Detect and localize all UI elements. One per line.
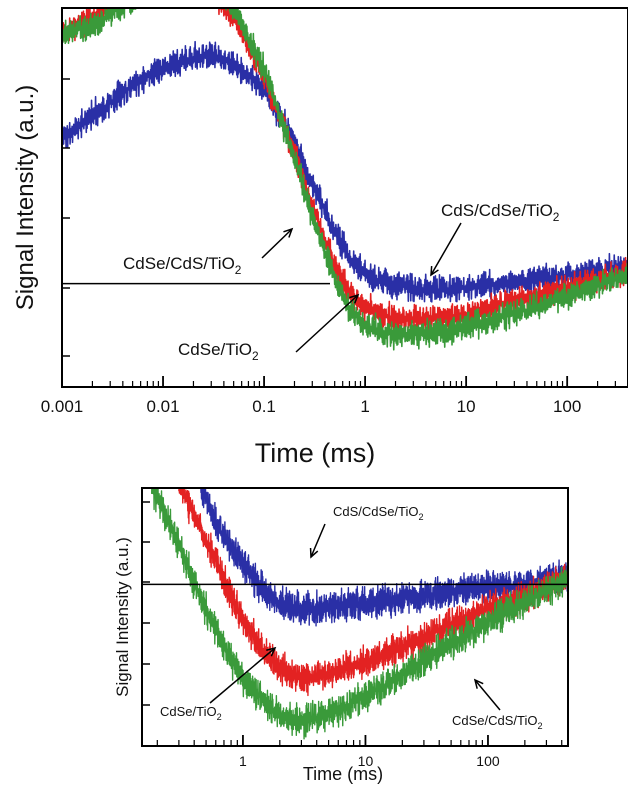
panel0-annotation-arrowhead	[283, 227, 294, 238]
svg-text:CdSe/TiO2: CdSe/TiO2	[160, 704, 222, 722]
panel0-annotation-subscript: 2	[553, 210, 560, 224]
panel0-series-cds-cdse-tioline	[62, 40, 628, 303]
panel0-annotation-arrowhead	[430, 265, 439, 277]
panel0-annotation-label: CdSe/CdS/TiO	[123, 254, 235, 273]
panel0-annotation-label: CdSe/TiO	[178, 340, 252, 359]
svg-text:CdSe/CdS/TiO2: CdSe/CdS/TiO2	[452, 713, 543, 731]
panel1-xtick-label: 10	[358, 753, 374, 769]
panel0-xtick-label: 100	[553, 397, 581, 416]
panel1-annotation: CdSe/TiO2	[160, 646, 277, 722]
panel0-annotation-label: CdS/CdSe/TiO	[441, 201, 553, 220]
bottom-panel: 1 10 100 Time (ms) Signal Intensity (a.u.) Cd…	[113, 487, 569, 784]
panel1-xtick-label: 1	[239, 753, 247, 769]
panel0-xtick-label: 1	[360, 397, 369, 416]
panel1-annotation-subscript: 2	[538, 721, 543, 731]
panel1-annotation-subscript: 2	[419, 512, 424, 522]
panel1-y-axis-title: Signal Intensity (a.u.)	[113, 537, 132, 697]
panel0-annotation-arrow	[430, 222, 462, 276]
panel1-annotation-label: CdS/CdSe/TiO	[333, 504, 419, 519]
svg-text:CdSe/TiO2: CdSe/TiO2	[178, 340, 259, 363]
panel1-xtick-label: 100	[476, 753, 500, 769]
top-panel: 0.001 0.01 0.1 1 10 100 Time (ms) Signal Intens…	[12, 7, 628, 468]
panel0-x-axis-title: Time (ms)	[255, 438, 375, 468]
panel1-annotation-arrowhead	[309, 547, 319, 559]
panel1-annotation-arrowhead	[473, 678, 484, 689]
panel0-xtick-label: 0.01	[146, 397, 179, 416]
panel0-annotation-arrow	[261, 228, 293, 259]
panel1-annotation: CdSe/CdS/TiO2	[452, 678, 543, 731]
panel0-annotation: CdSe/TiO2	[178, 293, 360, 363]
panel0-annotation: CdSe/CdS/TiO2	[123, 227, 294, 277]
panel1-annotation-subscript: 2	[217, 712, 222, 722]
panel0-traces	[62, 8, 628, 351]
panel1-x-axis-title: Time (ms)	[303, 764, 383, 784]
panel1-annotation-label: CdSe/CdS/TiO	[452, 713, 538, 728]
panel0-annotation-arrowhead	[349, 293, 360, 304]
svg-text:CdS/CdSe/TiO2: CdS/CdSe/TiO2	[333, 504, 424, 522]
svg-text:CdS/CdSe/TiO2: CdS/CdSe/TiO2	[441, 201, 560, 224]
panel1-series-cdse-cds-tioline	[151, 488, 568, 740]
panel0-annotation-arrow	[295, 294, 359, 353]
panel0-xtick-label: 10	[457, 397, 476, 416]
panel0-y-axis-title: Signal Intensity (a.u.)	[12, 85, 39, 310]
panel1-annotation-arrow	[310, 523, 326, 558]
panel0-annotation: CdS/CdSe/TiO2	[430, 201, 560, 277]
panel1-plot-frame	[141, 487, 569, 747]
panel1-annotation-arrowhead	[266, 646, 277, 657]
panel1-annotation-label: CdSe/TiO	[160, 704, 217, 719]
panel0-xtick-label: 0.1	[252, 397, 276, 416]
panel0-xtick-label: 0.001	[41, 397, 84, 416]
panel1-annotation: CdS/CdSe/TiO2	[309, 504, 424, 559]
panel1-annotation-arrow	[474, 679, 501, 711]
panel0-plot-frame	[61, 7, 628, 388]
panel1-traces	[151, 488, 568, 740]
panel1-annotation-arrow	[209, 647, 276, 704]
svg-text:CdSe/CdS/TiO2: CdSe/CdS/TiO2	[123, 254, 242, 277]
panel0-annotation-subscript: 2	[235, 263, 242, 277]
panel0-annotation-subscript: 2	[252, 349, 259, 363]
panel0-series-cdse-cds-tioline	[62, 8, 628, 351]
